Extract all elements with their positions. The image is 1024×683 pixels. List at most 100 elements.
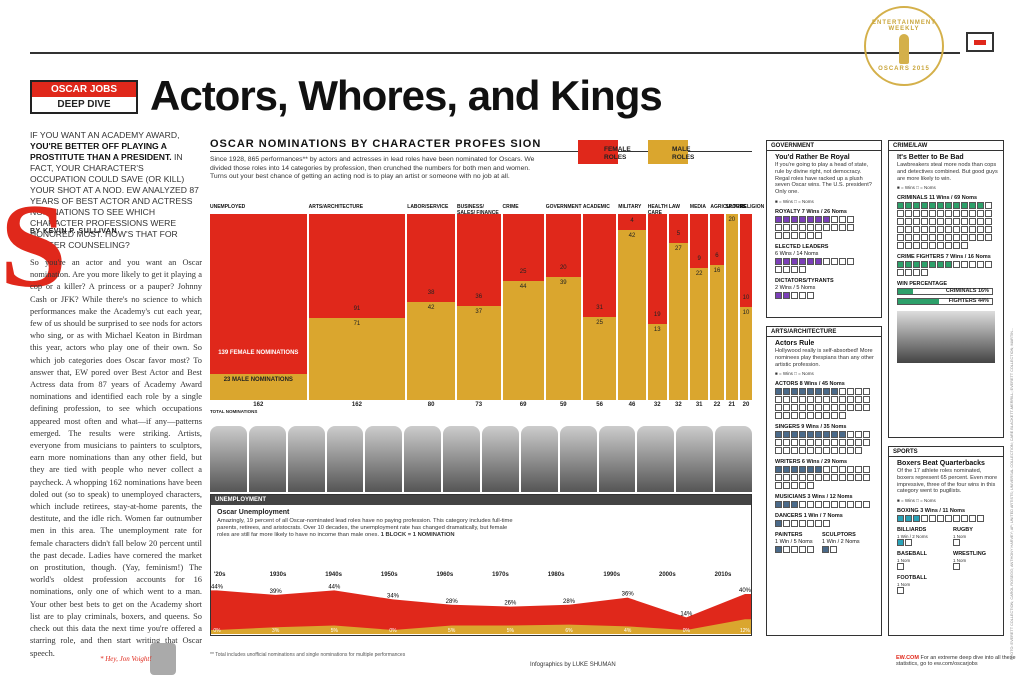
male-value-label: 20 (728, 217, 736, 223)
win-cell (977, 202, 984, 210)
billiards-label: BILLIARDS (897, 527, 927, 534)
nom-cell (823, 439, 830, 447)
nom-cell (807, 447, 814, 455)
nom-cell (913, 226, 920, 234)
win-cell (815, 466, 822, 474)
crime-title: It's Better to Be Bad (897, 154, 964, 161)
painters-count: 1 Win / 5 Noms (775, 539, 813, 546)
win-cell (791, 215, 798, 223)
nom-cell (913, 210, 920, 218)
win-cell (807, 431, 814, 439)
nom-cell (815, 447, 822, 455)
mail-icon[interactable] (966, 32, 994, 52)
male-value-label: 23 MALE NOMINATIONS (223, 376, 293, 383)
dancers-grid (775, 520, 881, 528)
total-value-label: 162 (351, 402, 362, 408)
male-pct-label: 0% (389, 628, 397, 634)
nom-cell (847, 501, 854, 509)
nom-cell (977, 218, 984, 226)
nom-cell (905, 210, 912, 218)
nom-cell (807, 501, 814, 509)
nom-cell (921, 269, 928, 277)
female-pct-label: 40% (739, 588, 751, 594)
win-cell (799, 215, 806, 223)
bar-column: UNEMPLOYED 139 FEMALE NOMINATIONS 23 MALE … (210, 204, 307, 410)
nom-cell (791, 520, 798, 528)
nom-cell (961, 226, 968, 234)
nom-cell (855, 439, 862, 447)
male-bar-segment (668, 243, 688, 400)
female-bar-segment (545, 214, 581, 278)
nom-cell (847, 223, 854, 231)
nom-cell (815, 439, 822, 447)
nom-cell (863, 474, 870, 482)
nom-cell (977, 226, 984, 234)
win-pct-label: WIN PERCENTAGE (897, 281, 948, 288)
nom-cell (815, 474, 822, 482)
sports-text: Of the 17 athlete roles nominated, boxer… (897, 468, 998, 495)
female-value-label: 19 (653, 312, 661, 319)
nom-cell (855, 501, 862, 509)
nom-cell (929, 218, 936, 226)
nom-cell (961, 242, 968, 250)
nom-cell (831, 404, 838, 412)
nom-cell (815, 231, 822, 239)
actors-label: ACTORS 8 Wins / 45 Noms (775, 381, 845, 388)
win-cell (783, 388, 790, 396)
crime-legend: ■ = Wins □ = Noms (897, 185, 936, 191)
female-pct-label: 36% (622, 592, 635, 598)
female-value-label: 20 (559, 265, 567, 272)
nom-cell (839, 215, 846, 223)
win-cell (791, 388, 798, 396)
win-cell (969, 202, 976, 210)
male-pct-label: 6% (565, 628, 573, 634)
nom-cell (839, 501, 846, 509)
nom-cell (783, 439, 790, 447)
legend-female-swatch (578, 140, 618, 164)
win-cell (953, 202, 960, 210)
bar-column: CRIME 25 44 69 (502, 204, 544, 410)
nom-cell (807, 223, 814, 231)
win-cell (775, 291, 782, 299)
win-cell (807, 466, 814, 474)
win-cell (799, 257, 806, 265)
bar-column: ACADEMIC 31 25 56 (582, 204, 617, 410)
male-value-label: 13 (653, 327, 661, 334)
total-value-label: 162 (253, 402, 264, 408)
nom-cell (897, 587, 904, 595)
baseball-label: BASEBALL (897, 551, 927, 558)
painters-grid (775, 546, 814, 554)
nom-cell (953, 261, 960, 269)
nom-cell (799, 501, 806, 509)
nom-cell (921, 218, 928, 226)
nom-cell (863, 466, 870, 474)
nom-cell (913, 234, 920, 242)
actor-photo (210, 426, 247, 492)
male-value-label: 42 (427, 305, 435, 312)
nom-cell (977, 210, 984, 218)
nom-cell (791, 396, 798, 404)
nom-cell (839, 404, 846, 412)
unemployment-title: Oscar Unemployment (217, 509, 290, 516)
category-label: BUSINESS/ SALES/ FINANCE (456, 204, 499, 216)
nom-cell (921, 234, 928, 242)
nom-cell (855, 466, 862, 474)
nom-cell (929, 515, 936, 523)
win-cell (775, 431, 782, 439)
ew-promo[interactable]: EW.COM For an extreme deep dive into all… (896, 655, 1016, 667)
unemployment-area-chart: 44% 0% 39% 3% 44% 5% 34% 0% 28% 5% 26% 5% 28% 6% 36% 4%… (211, 584, 751, 634)
nom-cell (937, 234, 944, 242)
male-value-label: 44 (519, 284, 527, 291)
nom-cell (791, 291, 798, 299)
nom-cell (815, 223, 822, 231)
fighters-win-bar: FIGHTERS 44% (897, 298, 993, 306)
criminals-label: CRIMINALS 11 Wins / 69 Noms (897, 195, 978, 202)
nom-cell (791, 474, 798, 482)
nom-cell (807, 396, 814, 404)
win-cell (783, 257, 790, 265)
win-cell (945, 261, 952, 269)
nom-cell (839, 439, 846, 447)
nom-cell (961, 210, 968, 218)
nom-cell (985, 226, 992, 234)
female-value-label: 36 (475, 293, 483, 300)
